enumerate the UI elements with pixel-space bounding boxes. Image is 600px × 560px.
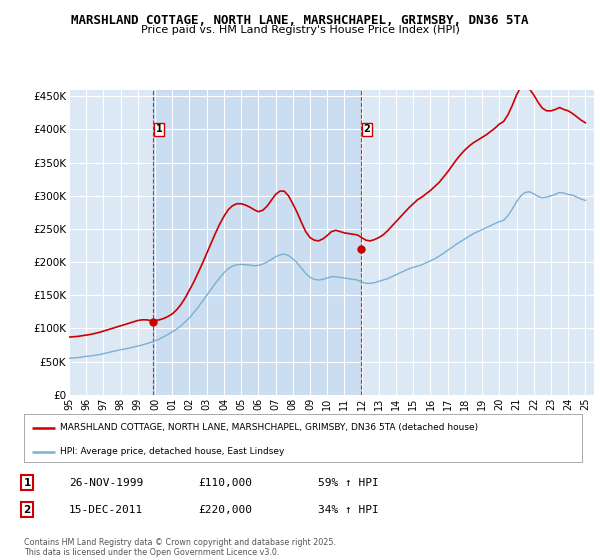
Text: 1: 1 — [156, 124, 163, 134]
Text: 2: 2 — [23, 505, 31, 515]
Text: MARSHLAND COTTAGE, NORTH LANE, MARSHCHAPEL, GRIMSBY, DN36 5TA: MARSHLAND COTTAGE, NORTH LANE, MARSHCHAP… — [71, 14, 529, 27]
Text: Price paid vs. HM Land Registry's House Price Index (HPI): Price paid vs. HM Land Registry's House … — [140, 25, 460, 35]
Text: 34% ↑ HPI: 34% ↑ HPI — [318, 505, 379, 515]
Bar — [154, 90, 361, 395]
Text: Contains HM Land Registry data © Crown copyright and database right 2025.
This d: Contains HM Land Registry data © Crown c… — [24, 538, 336, 557]
Text: MARSHLAND COTTAGE, NORTH LANE, MARSHCHAPEL, GRIMSBY, DN36 5TA (detached house): MARSHLAND COTTAGE, NORTH LANE, MARSHCHAP… — [60, 423, 478, 432]
Text: 1: 1 — [23, 478, 31, 488]
Text: HPI: Average price, detached house, East Lindsey: HPI: Average price, detached house, East… — [60, 447, 284, 456]
Text: 2: 2 — [364, 124, 370, 134]
Text: 59% ↑ HPI: 59% ↑ HPI — [318, 478, 379, 488]
Text: £110,000: £110,000 — [198, 478, 252, 488]
Text: 26-NOV-1999: 26-NOV-1999 — [69, 478, 143, 488]
Text: £220,000: £220,000 — [198, 505, 252, 515]
Text: 15-DEC-2011: 15-DEC-2011 — [69, 505, 143, 515]
